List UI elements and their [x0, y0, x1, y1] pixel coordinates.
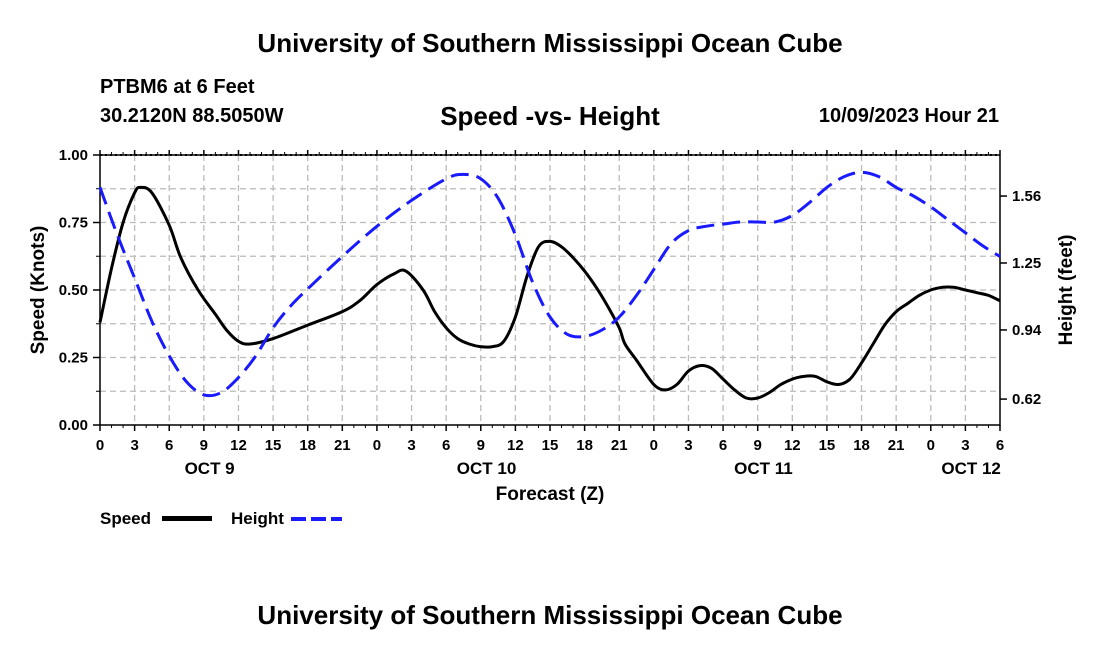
day-label: OCT 12: [941, 459, 1001, 478]
legend-speed-swatch: [162, 516, 212, 521]
x-tick-label: 3: [130, 437, 138, 454]
legend-height-swatch: [291, 517, 342, 521]
height-series-line: [98, 170, 1001, 398]
speed-series-line: [98, 185, 1001, 401]
x-tick-label: 0: [373, 437, 381, 454]
y-tick-label: 0.25: [59, 350, 88, 367]
x-tick-label: 9: [477, 437, 485, 454]
y-tick-label: 0.75: [59, 215, 88, 232]
day-label: OCT 11: [734, 459, 793, 478]
day-label: OCT 9: [185, 459, 235, 478]
chart-timestamp: 10/09/2023 Hour 21: [818, 105, 999, 127]
y-tick-label: 0.50: [59, 282, 88, 299]
x-tick-label: 6: [996, 437, 1004, 454]
x-axis-label: Forecast (Z): [496, 484, 605, 505]
chart-title: Speed -vs- Height: [440, 101, 660, 131]
x-tick-label: 18: [299, 437, 316, 454]
x-tick-label: 9: [754, 437, 762, 454]
x-tick-label: 12: [784, 437, 801, 454]
y2-tick-label: 1.56: [1012, 188, 1041, 205]
footer-title: University of Southern Mississippi Ocean…: [257, 600, 843, 630]
speed-height-chart: 0 3 6 9 12 15 18 21 0 3 6 9 12 15 18 21 0 3 6 9 12 15 18 21 0 3 6O…: [28, 147, 1077, 505]
page-title: University of Southern Mississippi Ocean…: [257, 28, 843, 58]
station-coords: 30.2120N 88.5050W: [100, 105, 284, 127]
station-name: PTBM6 at 6 Feet: [100, 76, 255, 98]
x-tick-label: 0: [96, 437, 104, 454]
x-tick-label: 21: [888, 437, 905, 454]
x-tick-label: 15: [542, 437, 559, 454]
x-tick-label: 21: [334, 437, 351, 454]
x-tick-label: 3: [407, 437, 415, 454]
x-tick-label: 3: [961, 437, 969, 454]
y2-tick-label: 1.25: [1012, 255, 1041, 272]
x-tick-label: 0: [927, 437, 935, 454]
x-tick-label: 9: [200, 437, 208, 454]
y2-tick-label: 0.94: [1012, 322, 1042, 339]
x-tick-label: 15: [819, 437, 836, 454]
x-tick-label: 6: [719, 437, 727, 454]
x-tick-label: 12: [507, 437, 524, 454]
x-tick-label: 3: [684, 437, 692, 454]
x-tick-label: 18: [853, 437, 870, 454]
legend-height-label: Height: [231, 509, 284, 528]
x-tick-label: 0: [650, 437, 658, 454]
y2-axis-label: Height (feet): [1056, 235, 1077, 346]
y2-tick-label: 0.62: [1012, 391, 1041, 408]
y-axis-label: Speed (Knots): [28, 226, 49, 355]
y-tick-label: 0.00: [59, 417, 88, 434]
x-tick-label: 6: [165, 437, 173, 454]
y-tick-label: 1.00: [59, 147, 88, 164]
x-tick-label: 12: [230, 437, 247, 454]
day-label: OCT 10: [457, 459, 517, 478]
x-tick-label: 6: [442, 437, 450, 454]
x-tick-label: 15: [265, 437, 282, 454]
legend-speed-label: Speed: [100, 509, 152, 528]
x-tick-label: 21: [611, 437, 628, 454]
x-tick-label: 18: [576, 437, 593, 454]
